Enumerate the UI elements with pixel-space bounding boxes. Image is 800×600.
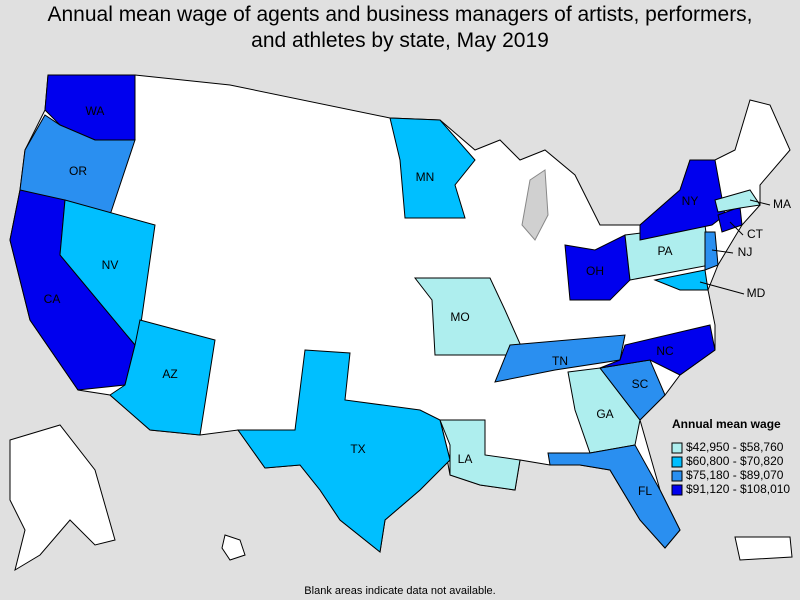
state-label: AZ <box>162 367 177 381</box>
state <box>237 349 451 553</box>
state-label: LA <box>458 452 473 466</box>
state-label: TN <box>552 354 568 368</box>
legend-swatch <box>671 442 683 454</box>
state-label: NY <box>682 194 699 208</box>
state-label: MN <box>416 170 435 184</box>
state-label: FL <box>638 484 652 498</box>
alaska <box>9 424 116 572</box>
state-label: MO <box>450 310 469 324</box>
state-label: CA <box>44 292 61 306</box>
state-label: WA <box>86 104 105 118</box>
state-label: PA <box>657 244 672 258</box>
state <box>599 324 716 376</box>
state-label: OH <box>586 264 604 278</box>
legend-title: Annual mean wage <box>672 417 781 431</box>
legend-swatch <box>671 456 683 468</box>
state-label: MD <box>747 286 766 300</box>
legend-label: $60,800 - $70,820 <box>686 454 784 468</box>
leader-line <box>729 221 744 236</box>
state <box>714 189 761 213</box>
leader-line <box>699 281 745 295</box>
state-label: MA <box>773 197 791 211</box>
state <box>639 159 726 241</box>
hawaii <box>221 534 246 561</box>
state-label: OR <box>69 164 87 178</box>
footnote: Blank areas indicate data not available. <box>304 585 495 597</box>
state <box>704 231 719 271</box>
legend-label: $91,120 - $108,010 <box>686 482 790 496</box>
state <box>494 334 626 383</box>
state <box>109 319 216 436</box>
legend-swatch <box>671 470 683 482</box>
state-label: GA <box>596 407 613 421</box>
state-label: NC <box>656 344 674 358</box>
state-label: CT <box>747 227 764 241</box>
legend-label: $75,180 - $89,070 <box>686 468 784 482</box>
puerto-rico <box>734 536 793 561</box>
state <box>19 114 136 216</box>
state-label: NJ <box>738 245 753 259</box>
state <box>547 444 681 549</box>
lake-michigan <box>521 169 549 241</box>
state <box>653 269 709 291</box>
map-title: Annual mean wage of agents and business … <box>47 3 753 52</box>
legend-label: $42,950 - $58,760 <box>686 440 784 454</box>
leader-line <box>749 199 771 206</box>
state-label: SC <box>632 377 649 391</box>
state-label: NV <box>102 258 119 272</box>
state <box>389 117 476 219</box>
state <box>439 419 521 491</box>
state-label: TX <box>350 442 365 456</box>
legend-swatch <box>671 484 683 496</box>
leader-line <box>711 249 734 254</box>
